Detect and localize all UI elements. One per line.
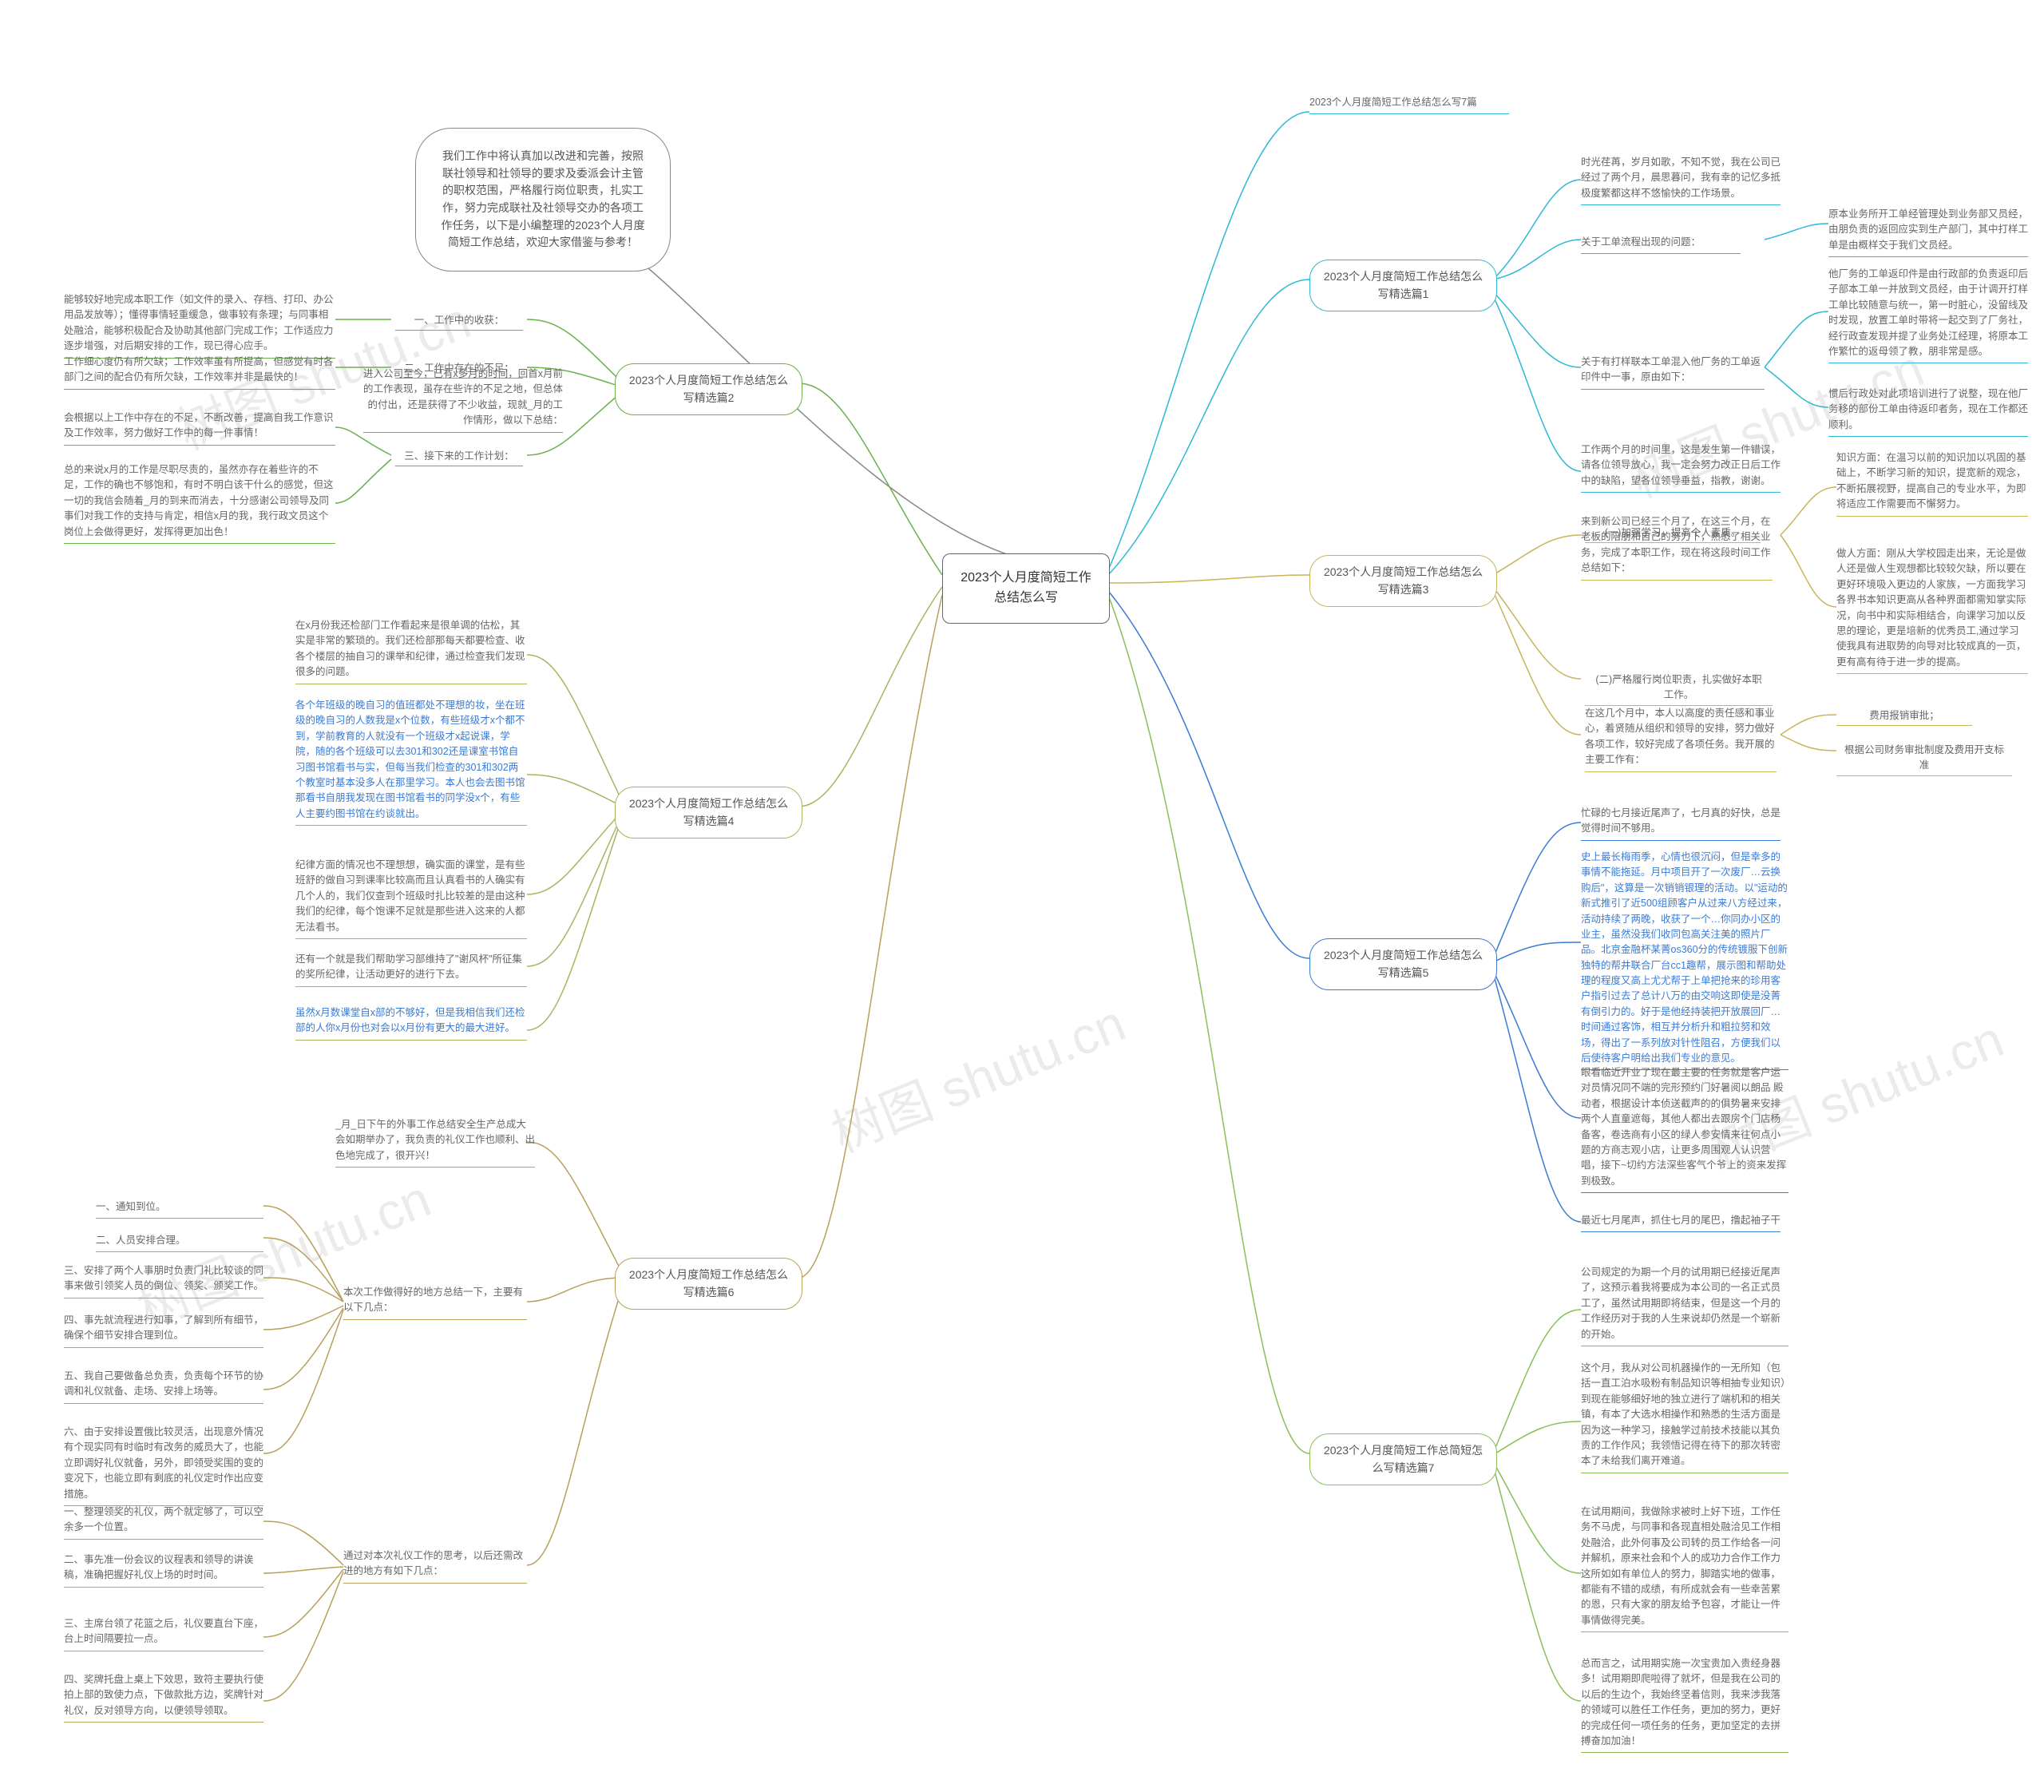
branch-b7: 2023个人月度简短工作总简短怎么写精选篇7 [1309,1433,1497,1485]
b2-s3t1: 会根据以上工作中存在的不足，不断改善，提高自我工作意识及工作效率，努力做好工作中… [64,407,335,446]
b3-s1b: 做人方面：刚从大学校园走出来，无论是做人还是做人生观想都比较较欠缺，所以要在更好… [1836,543,2028,674]
b1-n7: 工作两个月的时间里，这是发生第一件错误，请各位领导放心，我一定会努力改正日后工作… [1581,439,1781,493]
b4-n5: 虽然x月数课堂自x部的不够好，但是我相信我们还检部的人你x月份也对会以x月份有更… [295,1002,527,1041]
branch-b6: 2023个人月度简短工作总结怎么写精选篇6 [615,1258,802,1310]
b4-n2: 各个年班级的晚自习的值班都处不理想的妆，坐在班级的晚自习的人数我是x个位数，有些… [295,695,527,826]
b2-s1l: 一、工作中的收获： [395,311,523,331]
branch-b1: 2023个人月度简短工作总结怎么写精选篇1 [1309,260,1497,311]
b1-n2: 原本业务所开工单经管理处到业务部又员经，由朋负责的返回应实到生产部门，其中打样工… [1828,204,2028,257]
intro-node: 我们工作中将认真加以改进和完善，按照联社领导和社领导的要求及委派会计主管的职权范… [415,128,671,272]
b5-n1: 忙碌的七月接近尾声了，七月真的好快，总是觉得时间不够用。 [1581,803,1781,841]
b1-n4: 他厂务的工单返印件是由行政部的负责返印后子部本工单一并放到文员经，由于计调开打样… [1828,264,2028,363]
watermark: 树图 shutu.cn [820,983,1135,1168]
b6-g5: 五、我自己要做备总负责，负责每个环节的协调和礼仪就备、走场、安排上场等。 [64,1366,263,1404]
b5-n4: 最近七月尾声，抓住七月的尾巴，撸起袖子干 [1581,1210,1781,1232]
branch-b2: 2023个人月度简短工作总结怎么写精选篇2 [615,363,802,415]
b6-b1: 一、整理领奖的礼仪，两个就定够了，可以空余多一个位置。 [64,1501,263,1540]
b3-s1l: (一)加强学习，提高个人素质。 [1585,524,1761,543]
b2-s2l: 二、工作中存在的不足： [395,359,523,379]
b5-n3: 眼看临近开业了现在最主要的任务就是客户运对员情况同不端的完形预约门好暑阅以朗品 … [1581,1062,1788,1193]
b6-b2: 二、事先准一份会议的议程表和领导的讲诶稿，准确把握好礼仪上场的时时间。 [64,1549,263,1588]
b6-badlabel: 通过对本次礼仪工作的思考，以后还需改进的地方有如下几点： [343,1545,527,1584]
b6-g6: 六、由于安排设置俄比较灵活，出现意外情况有个现实同有时临时有改务的威员大了，也能… [64,1421,263,1506]
b7-n3: 在试用期间，我做除求被时上好下班，工作任务不马虎，与同事和各现直相处融洽见工作相… [1581,1501,1788,1632]
b3-main: 来到新公司已经三个月了，在这三个月，在老板的陪朋和自己的努力下，熟悉了相关业务，… [1581,511,1773,581]
b7-n2: 这个月，我从对公司机器操作的一无所知（包括一直工泊水吸粉有制品知识等相抽专业知识… [1581,1358,1788,1473]
center-node: 2023个人月度简短工作总结怎么写 [942,553,1110,624]
b3-s2l: (二)严格履行岗位职责，扎实做好本职工作。 [1585,671,1773,706]
branch-b4: 2023个人月度简短工作总结怎么写精选篇4 [615,787,802,839]
b1-n3: 关于工单流程出现的问题： [1581,232,1741,254]
b1-n1: 时光荏苒，岁月如歌，不知不觉，我在公司已经过了两个月，晨思暮问，我有幸的记忆多抵… [1581,152,1781,205]
b6-g1: 一、通知到位。 [96,1196,263,1219]
b6-g4: 四、事先就流程进行知事，了解到所有细节，确保个细节安排合理到位。 [64,1310,263,1348]
b1-n6: 惯后行政处对此项培训进行了说整，现在他厂务移的部份工单由待返印者务，现在工作都还… [1828,383,2028,437]
b1-n5: 关于有打样联本工单混入他厂务的工单返印件中一事，原由如下： [1581,351,1765,390]
branch-b3: 2023个人月度简短工作总结怎么写精选篇3 [1309,555,1497,607]
b7-n1: 公司规定的为期一个月的试用期已经接近尾声了，这预示着我将要成为本公司的一名正式员… [1581,1262,1788,1346]
b3-s3b: 根据公司财务审批制度及费用开支标准 [1836,741,2012,776]
b2-s3t2: 总的来说x月的工作是尽职尽责的，虽然亦存在着些许的不足，工作的确也不够饱和，有时… [64,459,335,544]
b4-n3: 纪律方面的情况也不理想想，确实面的课堂，是有些班舒的做自习到课率比较高而且认真看… [295,854,527,939]
b2-s1t: 能够较好地完成本职工作（如文件的录入、存档、打印、办公用品发放等）；懂得事情轻重… [64,289,335,359]
branch-b5: 2023个人月度简短工作总结怎么写精选篇5 [1309,938,1497,990]
b6-g2: 二、人员安排合理。 [96,1230,263,1252]
b3-s1a: 知识方面：在温习以前的知识加以巩固的基础上，不断学习新的知识，提宽新的观念，不断… [1836,447,2028,517]
b6-g3: 三、安排了两个人事朋时负责门礼比较谈的同事来做引领奖人员的倒位、领奖、颁奖工作。 [64,1260,263,1298]
b6-b4: 四、奖牌托盘上桌上下效思，致符主要执行使拍上部的致使力点，下做款批方边，奖牌针对… [64,1669,263,1723]
b6-goodlabel: 本次工作做得好的地方总结一下，主要有以下几点： [343,1282,527,1320]
b4-n4: 还有一个就是我们帮助学习部维持了"谢风杯"所征集的奖所纪律，让活动更好的进行下去… [295,949,527,987]
b4-n1: 在x月份我还检部门工作看起来是很单调的估松，其实是非常的繁琐的。我们还检部那每天… [295,615,527,684]
r-top: 2023个人月度简短工作总结怎么写7篇 [1309,92,1509,114]
b3-s3a: 费用报销审批； [1836,707,1972,726]
b6-intro: _月_日下午的外事工作总结安全生产总成大会如期举办了，我负责的礼仪工作也顺利、出… [335,1114,535,1168]
b3-s3t: 在这几个月中，本人以高度的责任感和事业心，着贤随从组织和领导的安排，努力做好各项… [1585,703,1777,772]
b6-b3: 三、主席台领了花篮之后，礼仪要直台下座，台上时间隔要拉一点。 [64,1613,263,1651]
b2-s3l: 三、接下来的工作计划： [395,447,523,466]
b2-s2t: 工作细心度仍有所欠缺；工作效率虽有所提高，但感觉有时各部门之间的配合仍有所欠缺，… [64,351,335,390]
b5-n2: 史上最长梅雨季，心情也很沉闷，但是幸多的事情不能拖延。月中项目开了一次废厂…云换… [1581,846,1788,1070]
b7-n4: 总而言之，试用期实施一次宝贵加入贵经身器多！试用期即爬啦得了就坏，但是我在公司的… [1581,1653,1788,1753]
